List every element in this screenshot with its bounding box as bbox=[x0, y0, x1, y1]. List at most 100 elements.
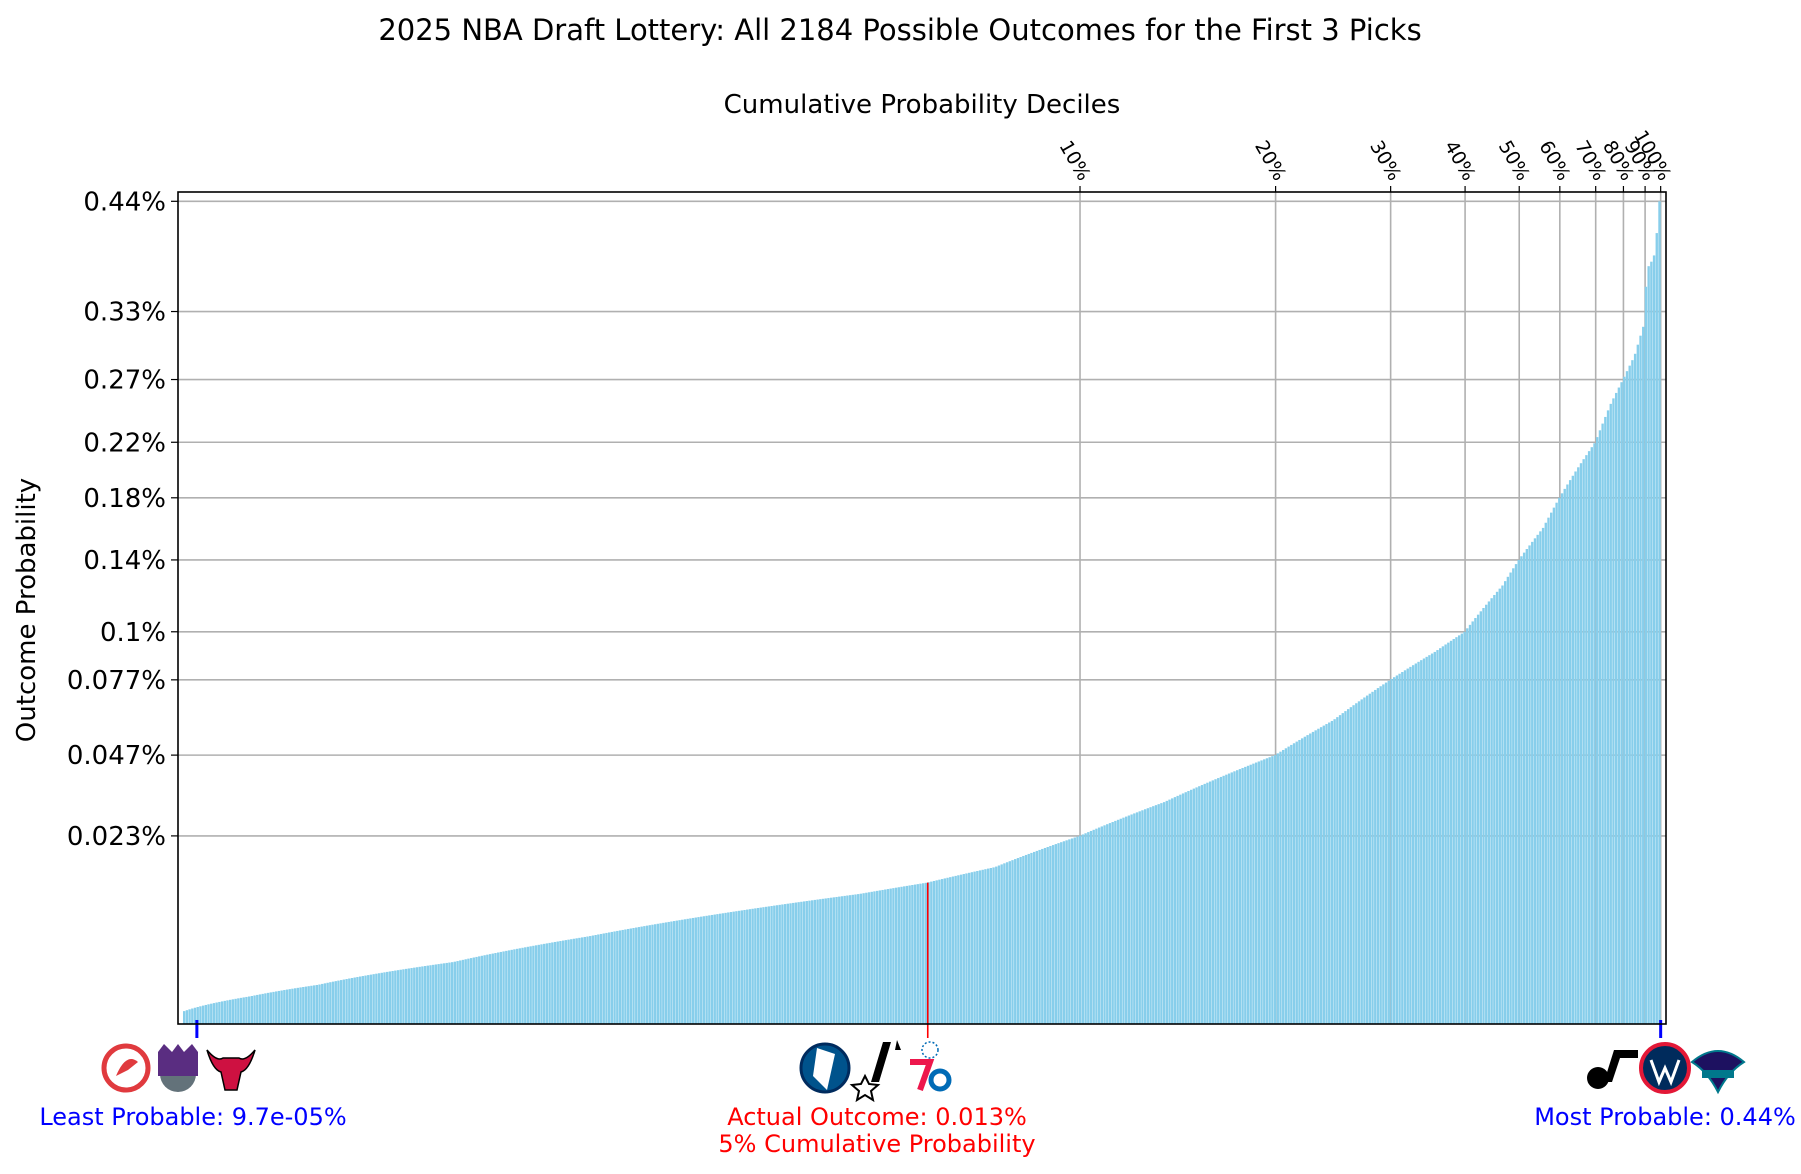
outcome-bar bbox=[913, 884, 917, 1024]
outcome-bar bbox=[840, 896, 844, 1024]
outcome-bar bbox=[1122, 817, 1125, 1024]
outcome-bar bbox=[237, 998, 240, 1024]
outcome-bars bbox=[183, 201, 1661, 1025]
outcome-bar bbox=[369, 974, 373, 1024]
outcome-bar bbox=[854, 894, 857, 1024]
outcome-bar bbox=[618, 930, 622, 1024]
outcome-bar bbox=[494, 953, 497, 1024]
outcome-bar bbox=[1000, 864, 1003, 1024]
outcome-bar bbox=[337, 980, 340, 1024]
outcome-bar bbox=[632, 928, 635, 1024]
76ers-logo-icon bbox=[910, 1041, 952, 1092]
outcome-bar bbox=[1265, 758, 1269, 1024]
outcome-bar bbox=[247, 996, 251, 1024]
outcome-bar bbox=[694, 917, 697, 1024]
outcome-bar bbox=[1571, 475, 1575, 1024]
outcome-bar bbox=[1295, 741, 1298, 1024]
outcome-bar bbox=[1279, 751, 1282, 1024]
outcome-bar bbox=[1422, 658, 1426, 1024]
outcome-bar bbox=[924, 882, 928, 1024]
y-tick-label: 0.047% bbox=[67, 741, 166, 771]
outcome-bar bbox=[567, 939, 570, 1024]
y-axis-label: Outcome Probability bbox=[12, 478, 42, 742]
outcome-bar bbox=[629, 928, 633, 1024]
outcome-bar bbox=[640, 926, 643, 1024]
outcome-bar bbox=[556, 941, 559, 1024]
outcome-bar bbox=[532, 945, 535, 1024]
outcome-bar bbox=[432, 964, 435, 1024]
outcome-bar bbox=[792, 902, 795, 1024]
outcome-bar bbox=[1439, 648, 1442, 1024]
outcome-bar bbox=[486, 954, 489, 1024]
outcome-bar bbox=[497, 952, 500, 1024]
outcome-bar bbox=[288, 989, 291, 1024]
outcome-bar bbox=[1165, 800, 1168, 1024]
outcome-bar bbox=[599, 933, 603, 1024]
outcome-bar bbox=[1219, 776, 1223, 1024]
outcome-bar bbox=[469, 958, 473, 1024]
outcome-bar bbox=[1022, 855, 1025, 1024]
outcome-bar bbox=[789, 903, 792, 1024]
outcome-bar bbox=[1647, 266, 1650, 1025]
outcome-bar bbox=[965, 873, 968, 1024]
outcome-bar bbox=[480, 955, 484, 1024]
outcome-bar bbox=[372, 974, 375, 1024]
outcome-bar bbox=[1176, 795, 1179, 1024]
outcome-bar bbox=[1011, 860, 1014, 1024]
outcome-bar bbox=[892, 888, 895, 1024]
outcome-bar bbox=[548, 942, 551, 1024]
outcome-bar bbox=[732, 911, 735, 1024]
outcome-bar bbox=[754, 908, 757, 1024]
outcome-bar bbox=[505, 950, 508, 1024]
outcome-bar bbox=[897, 887, 900, 1024]
outcome-bar bbox=[423, 966, 427, 1024]
outcome-bar bbox=[453, 961, 457, 1024]
outcome-bar bbox=[659, 923, 662, 1024]
outcome-bar bbox=[737, 910, 741, 1024]
outcome-bar bbox=[1103, 825, 1106, 1024]
outcome-bar bbox=[331, 981, 335, 1024]
outcome-bar bbox=[1371, 691, 1374, 1024]
outcome-bar bbox=[740, 910, 743, 1024]
outcome-bar bbox=[762, 907, 765, 1024]
outcome-bar bbox=[978, 870, 982, 1024]
outcome-bar bbox=[735, 911, 738, 1024]
outcome-bar bbox=[513, 949, 516, 1024]
outcome-bar bbox=[1444, 644, 1447, 1024]
outcome-bar bbox=[1130, 814, 1133, 1024]
outcome-bar bbox=[583, 936, 586, 1024]
outcome-bar bbox=[418, 966, 421, 1024]
outcome-bar bbox=[358, 976, 362, 1024]
outcome-bar bbox=[1525, 549, 1529, 1024]
outcome-bar bbox=[811, 900, 814, 1024]
outcome-bar bbox=[386, 971, 389, 1024]
outcome-bar bbox=[829, 897, 833, 1024]
outcome-bar bbox=[1027, 853, 1030, 1024]
outcome-bar bbox=[575, 938, 578, 1024]
outcome-bar bbox=[1198, 786, 1201, 1024]
outcome-bar bbox=[959, 874, 963, 1024]
outcome-bar bbox=[656, 923, 660, 1024]
outcome-bar bbox=[1073, 837, 1076, 1024]
outcome-bar bbox=[578, 937, 581, 1024]
outcome-bar bbox=[1162, 802, 1166, 1024]
outcome-bar bbox=[1441, 646, 1445, 1024]
outcome-bar bbox=[805, 901, 808, 1024]
outcome-bar bbox=[867, 892, 871, 1024]
outcome-bar bbox=[664, 922, 668, 1024]
outcome-bar bbox=[1019, 857, 1022, 1024]
outcome-bar bbox=[545, 943, 549, 1024]
outcome-bar bbox=[199, 1006, 202, 1024]
outcome-bar bbox=[1428, 655, 1431, 1024]
outcome-bar bbox=[1544, 522, 1547, 1024]
outcome-bar bbox=[1403, 670, 1407, 1024]
outcome-bar bbox=[1425, 656, 1428, 1024]
outcome-bar bbox=[1314, 730, 1317, 1024]
outcome-bar bbox=[1601, 423, 1604, 1024]
outcome-bar bbox=[1181, 793, 1185, 1024]
outcome-bar bbox=[218, 1001, 221, 1024]
outcome-bar bbox=[1644, 286, 1648, 1025]
outcome-bar bbox=[1447, 642, 1450, 1024]
outcome-bar bbox=[859, 893, 863, 1024]
outcome-bar bbox=[1468, 624, 1472, 1024]
